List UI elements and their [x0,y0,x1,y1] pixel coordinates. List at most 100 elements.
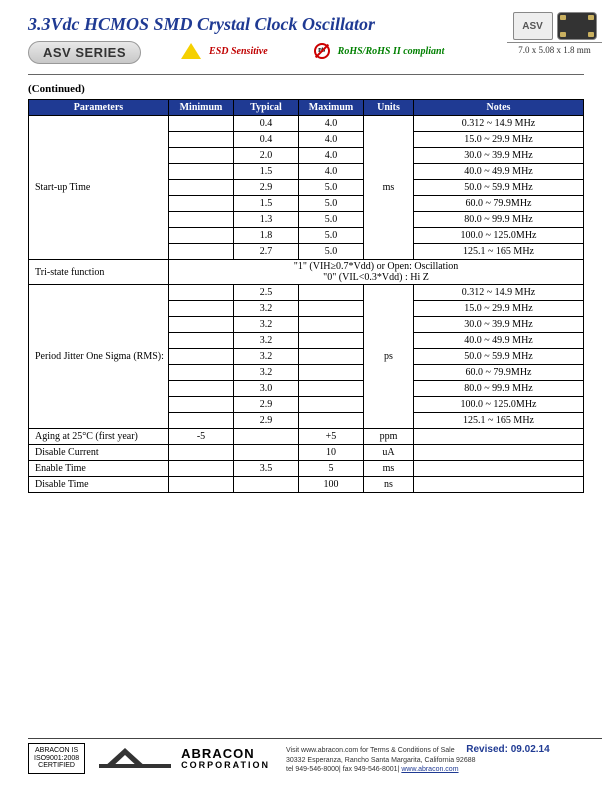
continued-label: (Continued) [28,83,584,95]
footer-text: Visit www.abracon.com for Terms & Condit… [286,743,550,774]
table-cell [169,381,234,397]
table-cell [29,301,169,317]
table-cell [299,301,364,317]
page-title: 3.3Vdc HCMOS SMD Crystal Clock Oscillato… [28,14,584,35]
package-dimensions: 7.0 x 5.08 x 1.8 mm [507,45,602,55]
table-cell [29,212,169,228]
table-cell: 40.0 ~ 49.9 MHz [414,333,584,349]
table-cell: 1.3 [234,212,299,228]
table-cell: 4.0 [299,132,364,148]
table-cell [29,164,169,180]
table-cell [364,116,414,132]
footer-url[interactable]: www.abracon.com [401,766,458,773]
table-cell: 0.4 [234,132,299,148]
table-cell [364,132,414,148]
table-cell: 4.0 [299,164,364,180]
table-cell: 50.0 ~ 59.9 MHz [414,180,584,196]
table-cell [29,365,169,381]
table-cell [169,132,234,148]
table-cell [169,180,234,196]
table-row: 2.75.0125.1 ~ 165 MHz [29,244,584,260]
table-cell: 50.0 ~ 59.9 MHz [414,349,584,365]
table-cell [169,445,234,461]
footer-phone: tel 949-546-8000| fax 949-546-8001| [286,766,401,773]
header-row: ASV SERIES ESD Sensitive Pb RoHS/RoHS II… [28,41,584,64]
table-cell [414,461,584,477]
table-cell: ps [364,349,414,365]
table-cell [169,244,234,260]
table-cell [169,397,234,413]
table-row: 0.44.0 15.0 ~ 29.9 MHz [29,132,584,148]
table-cell [169,413,234,429]
table-cell [364,285,414,301]
table-cell [364,196,414,212]
table-cell [169,365,234,381]
table-cell [169,148,234,164]
table-cell [29,397,169,413]
table-cell: 30.0 ~ 39.9 MHz [414,317,584,333]
company-name: ABRACON [181,747,270,760]
table-row: 3.215.0 ~ 29.9 MHz [29,301,584,317]
table-header-row: Parameters Minimum Typical Maximum Units… [29,100,584,116]
col-maximum: Maximum [299,100,364,116]
esd-icon [181,43,201,59]
table-row: 1.35.080.0 ~ 99.9 MHz [29,212,584,228]
table-row: 0.44.00.312 ~ 14.9 MHz [29,116,584,132]
table-cell [29,244,169,260]
table-cell [364,212,414,228]
table-cell [169,285,234,301]
table-cell: 5.0 [299,244,364,260]
table-cell [364,228,414,244]
table-cell [414,477,584,493]
table-cell: 3.2 [234,333,299,349]
table-cell [29,333,169,349]
table-cell [299,413,364,429]
table-cell: 4.0 [299,116,364,132]
table-cell [299,333,364,349]
table-cell: 15.0 ~ 29.9 MHz [414,132,584,148]
table-cell: 0.312 ~ 14.9 MHz [414,285,584,301]
table-cell: 60.0 ~ 79.9MHz [414,365,584,381]
table-row: 3.080.0 ~ 99.9 MHz [29,381,584,397]
table-cell: Tri-state function [29,260,169,285]
table-row: 2.04.030.0 ~ 39.9 MHz [29,148,584,164]
table-cell: 100.0 ~ 125.0MHz [414,228,584,244]
table-cell: -5 [169,429,234,445]
table-cell: 80.0 ~ 99.9 MHz [414,381,584,397]
table-cell [234,429,299,445]
table-cell: 2.9 [234,413,299,429]
table-cell [29,381,169,397]
table-cell: 3.2 [234,301,299,317]
table-cell: 5.0 [299,196,364,212]
col-notes: Notes [414,100,584,116]
table-cell: 3.2 [234,349,299,365]
table-cell: 4.0 [299,148,364,164]
table-cell: 60.0 ~ 79.9MHz [414,196,584,212]
table-cell [29,116,169,132]
col-typical: Typical [234,100,299,116]
table-cell [364,397,414,413]
table-cell [364,164,414,180]
table-cell [299,397,364,413]
table-cell: +5 [299,429,364,445]
table-cell: 125.1 ~ 165 MHz [414,244,584,260]
table-cell: 5 [299,461,364,477]
table-cell [299,381,364,397]
footer-address: 30332 Esperanza, Rancho Santa Margarita,… [286,756,550,765]
table-row: 2.9 125.1 ~ 165 MHz [29,413,584,429]
table-cell: 5.0 [299,228,364,244]
table-cell [414,429,584,445]
table-cell [364,244,414,260]
table-cell: 2.9 [234,180,299,196]
table-cell [169,317,234,333]
table-cell [169,164,234,180]
table-cell: Aging at 25°C (first year) [29,429,169,445]
table-cell [169,212,234,228]
abracon-logo-icon [95,744,175,772]
table-cell: Period Jitter One Sigma (RMS): [29,349,169,365]
table-cell: Start-up Time [29,180,169,196]
table-cell: ns [364,477,414,493]
table-row: 2.50.312 ~ 14.9 MHz [29,285,584,301]
table-cell [364,148,414,164]
table-cell: 125.1 ~ 165 MHz [414,413,584,429]
